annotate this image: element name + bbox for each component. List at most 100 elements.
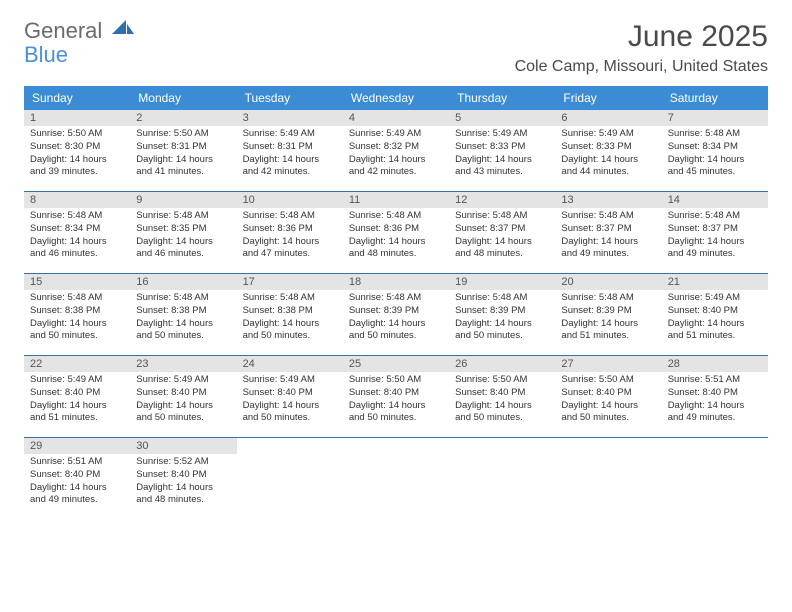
sunset-line: Sunset: 8:39 PM	[455, 305, 549, 318]
sunrise-line: Sunrise: 5:49 AM	[349, 128, 443, 141]
day-body: Sunrise: 5:52 AMSunset: 8:40 PMDaylight:…	[130, 454, 236, 509]
daylight-line: Daylight: 14 hours and 50 minutes.	[136, 318, 230, 344]
day-number: 28	[662, 356, 768, 372]
day-number: 8	[24, 192, 130, 208]
day-number: 18	[343, 274, 449, 290]
calendar-cell: 29Sunrise: 5:51 AMSunset: 8:40 PMDayligh…	[24, 438, 130, 520]
sunrise-line: Sunrise: 5:49 AM	[455, 128, 549, 141]
calendar-cell: 5Sunrise: 5:49 AMSunset: 8:33 PMDaylight…	[449, 110, 555, 192]
page-header: General Blue June 2025 Cole Camp, Missou…	[24, 20, 768, 76]
sunset-line: Sunset: 8:37 PM	[668, 223, 762, 236]
day-body: Sunrise: 5:48 AMSunset: 8:39 PMDaylight:…	[555, 290, 661, 345]
sunrise-line: Sunrise: 5:51 AM	[30, 456, 124, 469]
calendar-cell: 18Sunrise: 5:48 AMSunset: 8:39 PMDayligh…	[343, 274, 449, 356]
day-number: 12	[449, 192, 555, 208]
day-body: Sunrise: 5:48 AMSunset: 8:37 PMDaylight:…	[449, 208, 555, 263]
sunrise-line: Sunrise: 5:50 AM	[136, 128, 230, 141]
sunrise-line: Sunrise: 5:48 AM	[243, 210, 337, 223]
calendar-cell: 13Sunrise: 5:48 AMSunset: 8:37 PMDayligh…	[555, 192, 661, 274]
day-body: Sunrise: 5:49 AMSunset: 8:40 PMDaylight:…	[237, 372, 343, 427]
day-body: Sunrise: 5:49 AMSunset: 8:40 PMDaylight:…	[662, 290, 768, 345]
calendar-header-row: SundayMondayTuesdayWednesdayThursdayFrid…	[24, 86, 768, 110]
weekday-header: Monday	[130, 86, 236, 110]
day-body: Sunrise: 5:48 AMSunset: 8:37 PMDaylight:…	[555, 208, 661, 263]
sunrise-line: Sunrise: 5:48 AM	[30, 210, 124, 223]
day-number: 21	[662, 274, 768, 290]
calendar-cell	[449, 438, 555, 520]
sunset-line: Sunset: 8:40 PM	[136, 469, 230, 482]
daylight-line: Daylight: 14 hours and 50 minutes.	[349, 318, 443, 344]
day-body: Sunrise: 5:49 AMSunset: 8:31 PMDaylight:…	[237, 126, 343, 181]
day-number: 7	[662, 110, 768, 126]
calendar-body: 1Sunrise: 5:50 AMSunset: 8:30 PMDaylight…	[24, 110, 768, 520]
sunrise-line: Sunrise: 5:49 AM	[243, 374, 337, 387]
sunset-line: Sunset: 8:40 PM	[136, 387, 230, 400]
calendar-row: 8Sunrise: 5:48 AMSunset: 8:34 PMDaylight…	[24, 192, 768, 274]
calendar-cell	[343, 438, 449, 520]
calendar-row: 29Sunrise: 5:51 AMSunset: 8:40 PMDayligh…	[24, 438, 768, 520]
sunrise-line: Sunrise: 5:48 AM	[136, 292, 230, 305]
daylight-line: Daylight: 14 hours and 39 minutes.	[30, 154, 124, 180]
sunset-line: Sunset: 8:33 PM	[561, 141, 655, 154]
day-body: Sunrise: 5:48 AMSunset: 8:34 PMDaylight:…	[24, 208, 130, 263]
sunrise-line: Sunrise: 5:49 AM	[30, 374, 124, 387]
calendar-table: SundayMondayTuesdayWednesdayThursdayFrid…	[24, 86, 768, 520]
daylight-line: Daylight: 14 hours and 50 minutes.	[455, 400, 549, 426]
sunset-line: Sunset: 8:39 PM	[561, 305, 655, 318]
calendar-row: 1Sunrise: 5:50 AMSunset: 8:30 PMDaylight…	[24, 110, 768, 192]
day-number: 25	[343, 356, 449, 372]
calendar-cell: 15Sunrise: 5:48 AMSunset: 8:38 PMDayligh…	[24, 274, 130, 356]
calendar-cell: 16Sunrise: 5:48 AMSunset: 8:38 PMDayligh…	[130, 274, 236, 356]
calendar-cell: 6Sunrise: 5:49 AMSunset: 8:33 PMDaylight…	[555, 110, 661, 192]
calendar-cell: 7Sunrise: 5:48 AMSunset: 8:34 PMDaylight…	[662, 110, 768, 192]
sunset-line: Sunset: 8:39 PM	[349, 305, 443, 318]
calendar-cell: 19Sunrise: 5:48 AMSunset: 8:39 PMDayligh…	[449, 274, 555, 356]
title-block: June 2025 Cole Camp, Missouri, United St…	[515, 20, 768, 76]
weekday-header: Tuesday	[237, 86, 343, 110]
day-body: Sunrise: 5:48 AMSunset: 8:39 PMDaylight:…	[343, 290, 449, 345]
calendar-cell: 28Sunrise: 5:51 AMSunset: 8:40 PMDayligh…	[662, 356, 768, 438]
calendar-cell	[237, 438, 343, 520]
daylight-line: Daylight: 14 hours and 50 minutes.	[30, 318, 124, 344]
daylight-line: Daylight: 14 hours and 49 minutes.	[668, 400, 762, 426]
calendar-cell: 8Sunrise: 5:48 AMSunset: 8:34 PMDaylight…	[24, 192, 130, 274]
location-title: Cole Camp, Missouri, United States	[515, 58, 768, 76]
day-body: Sunrise: 5:48 AMSunset: 8:39 PMDaylight:…	[449, 290, 555, 345]
daylight-line: Daylight: 14 hours and 47 minutes.	[243, 236, 337, 262]
sail-icon	[112, 20, 134, 42]
calendar-cell: 27Sunrise: 5:50 AMSunset: 8:40 PMDayligh…	[555, 356, 661, 438]
day-body: Sunrise: 5:50 AMSunset: 8:31 PMDaylight:…	[130, 126, 236, 181]
sunrise-line: Sunrise: 5:52 AM	[136, 456, 230, 469]
sunrise-line: Sunrise: 5:49 AM	[668, 292, 762, 305]
day-body: Sunrise: 5:49 AMSunset: 8:40 PMDaylight:…	[24, 372, 130, 427]
sunset-line: Sunset: 8:37 PM	[455, 223, 549, 236]
sunset-line: Sunset: 8:40 PM	[349, 387, 443, 400]
calendar-cell	[662, 438, 768, 520]
sunset-line: Sunset: 8:36 PM	[243, 223, 337, 236]
calendar-cell: 2Sunrise: 5:50 AMSunset: 8:31 PMDaylight…	[130, 110, 236, 192]
sunrise-line: Sunrise: 5:49 AM	[243, 128, 337, 141]
weekday-header: Saturday	[662, 86, 768, 110]
day-body: Sunrise: 5:48 AMSunset: 8:38 PMDaylight:…	[237, 290, 343, 345]
calendar-cell: 24Sunrise: 5:49 AMSunset: 8:40 PMDayligh…	[237, 356, 343, 438]
sunrise-line: Sunrise: 5:51 AM	[668, 374, 762, 387]
daylight-line: Daylight: 14 hours and 41 minutes.	[136, 154, 230, 180]
sunset-line: Sunset: 8:40 PM	[30, 387, 124, 400]
sunset-line: Sunset: 8:37 PM	[561, 223, 655, 236]
day-number: 29	[24, 438, 130, 454]
calendar-cell: 4Sunrise: 5:49 AMSunset: 8:32 PMDaylight…	[343, 110, 449, 192]
day-body: Sunrise: 5:50 AMSunset: 8:40 PMDaylight:…	[555, 372, 661, 427]
sunrise-line: Sunrise: 5:48 AM	[30, 292, 124, 305]
weekday-header: Sunday	[24, 86, 130, 110]
daylight-line: Daylight: 14 hours and 49 minutes.	[668, 236, 762, 262]
sunrise-line: Sunrise: 5:50 AM	[349, 374, 443, 387]
day-body: Sunrise: 5:48 AMSunset: 8:36 PMDaylight:…	[237, 208, 343, 263]
day-number: 9	[130, 192, 236, 208]
brand-line1: General	[24, 18, 102, 43]
daylight-line: Daylight: 14 hours and 50 minutes.	[136, 400, 230, 426]
calendar-cell: 17Sunrise: 5:48 AMSunset: 8:38 PMDayligh…	[237, 274, 343, 356]
daylight-line: Daylight: 14 hours and 50 minutes.	[561, 400, 655, 426]
sunrise-line: Sunrise: 5:49 AM	[136, 374, 230, 387]
calendar-cell: 11Sunrise: 5:48 AMSunset: 8:36 PMDayligh…	[343, 192, 449, 274]
day-number: 16	[130, 274, 236, 290]
